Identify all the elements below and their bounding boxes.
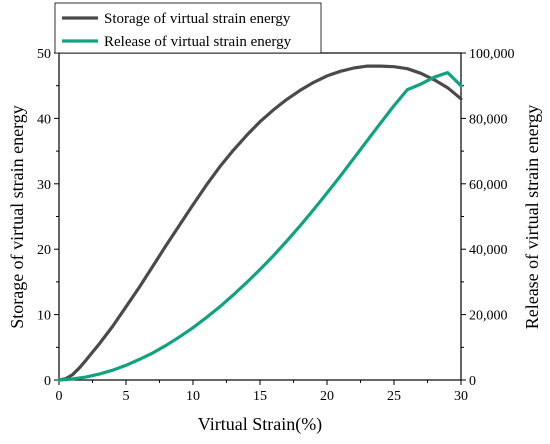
- x-tick-label: 20: [320, 389, 334, 404]
- y-right-tick-label: 100,000: [469, 47, 515, 62]
- x-axis-label: Virtual Strain(%): [198, 414, 322, 435]
- y-left-tick-label: 30: [37, 178, 51, 193]
- y-left-tick-label: 0: [44, 374, 51, 389]
- x-tick-label: 25: [387, 389, 401, 404]
- legend-label-1: Storage of virtual strain energy: [104, 11, 291, 27]
- y-right-tick-label: 40,000: [469, 243, 508, 258]
- y-axis-left-label: Storage of virtual strain energy: [7, 105, 27, 329]
- plot-frame: [58, 52, 462, 381]
- series-line-2: [57, 70, 463, 382]
- y-left-tick-label: 40: [37, 112, 51, 127]
- x-tick-label: 5: [123, 389, 130, 404]
- y-right-tick-label: 80,000: [469, 112, 508, 127]
- y-right-tick-label: 20,000: [469, 309, 508, 324]
- legend-label-2: Release of virtual strain energy: [104, 34, 292, 50]
- series-line-1: [57, 64, 463, 382]
- legend: Storage of virtual strain energy Release …: [54, 2, 322, 54]
- x-tick-label: 0: [56, 389, 63, 404]
- x-tick-label: 10: [186, 389, 200, 404]
- legend-box: [54, 2, 322, 54]
- axes-layer: 0 5 10 15 20 25 3001020304050020,00040,00060,0…: [37, 47, 515, 404]
- y-right-tick-label: 60,000: [469, 178, 508, 193]
- series-layer: [57, 64, 463, 382]
- y-right-tick-label: 0: [469, 374, 476, 389]
- x-tick-label: 30: [454, 389, 468, 404]
- y-left-tick-label: 50: [37, 47, 51, 62]
- y-left-tick-label: 20: [37, 243, 51, 258]
- x-tick-label: 15: [253, 389, 267, 404]
- y-left-tick-label: 10: [37, 309, 51, 324]
- y-axis-right-label: Release of virtual strain energy: [522, 105, 542, 330]
